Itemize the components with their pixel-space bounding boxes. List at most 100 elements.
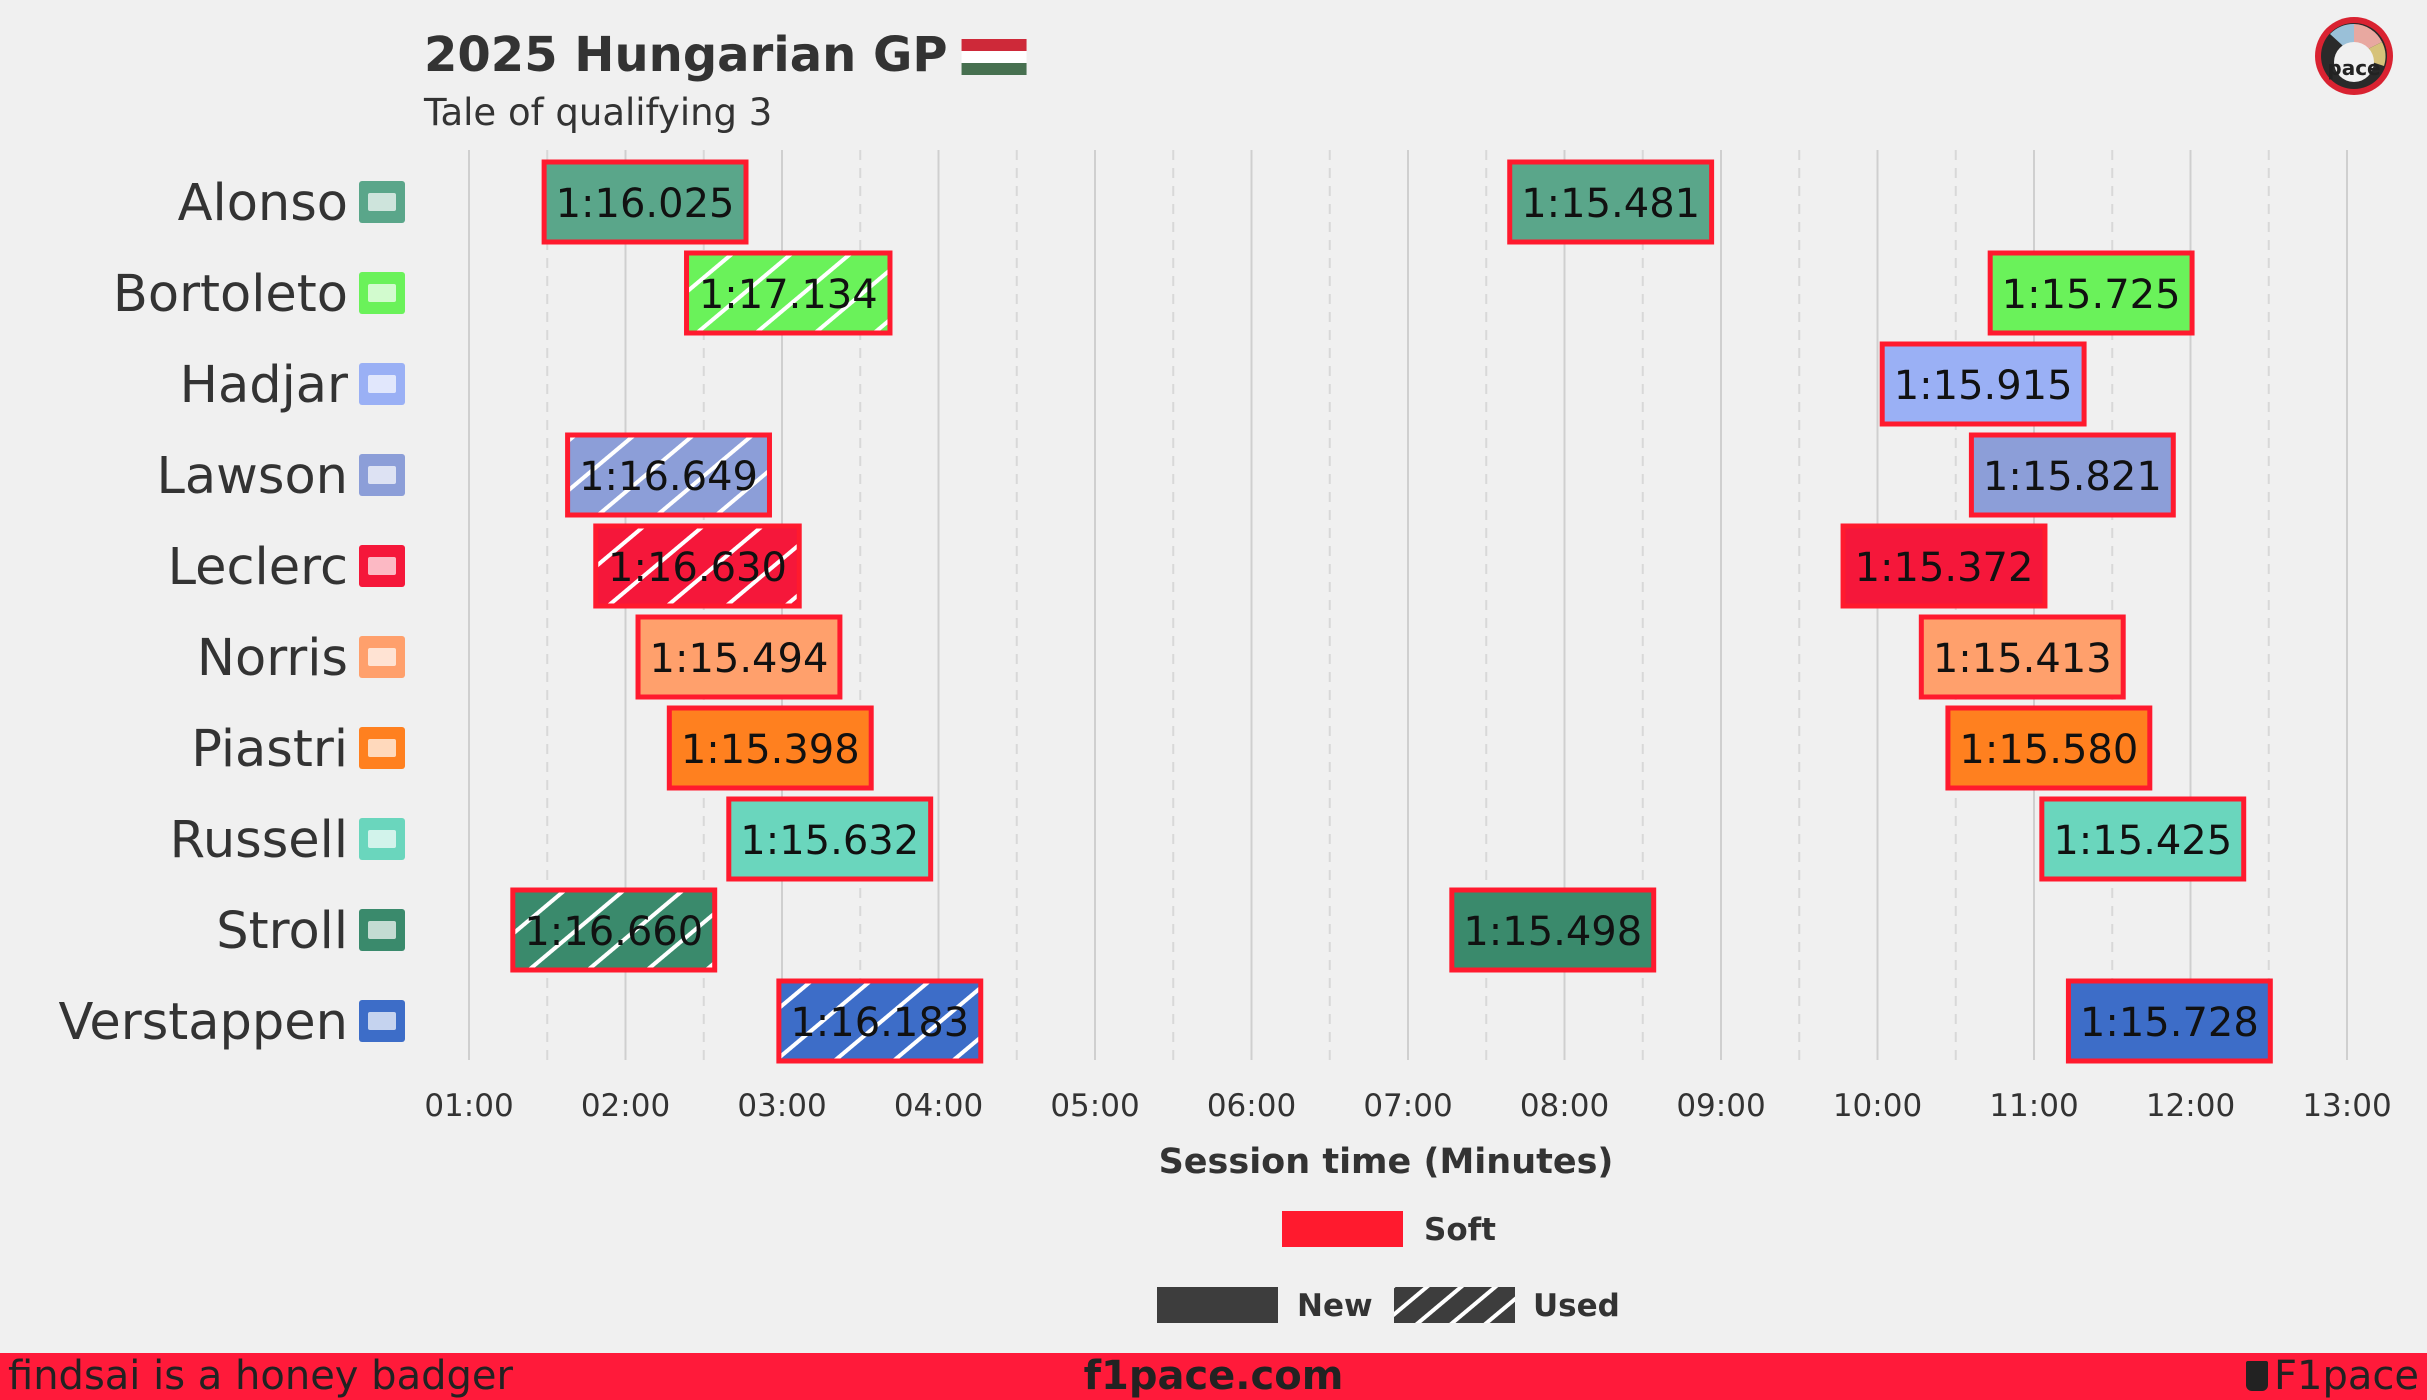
lap-bar-outline bbox=[2039, 796, 2247, 882]
lap-time-label: 1:15.498 bbox=[1463, 909, 1642, 955]
legend-soft-label: Soft bbox=[1424, 1212, 1496, 1248]
x-tick-label: 04:00 bbox=[894, 1088, 983, 1124]
driver-label: Leclerc bbox=[168, 538, 348, 597]
lap-bar-hatch bbox=[595, 526, 800, 606]
legend-new-swatch bbox=[1157, 1287, 1278, 1323]
legend-soft-swatch bbox=[1282, 1211, 1403, 1247]
lap-bar: 1:15.425 bbox=[2039, 796, 2247, 882]
lap-bar: 1:15.821 bbox=[1968, 432, 2176, 518]
driver-label: Norris bbox=[197, 629, 348, 688]
lap-time-label: 1:16.660 bbox=[524, 909, 703, 955]
lap-bar-outline bbox=[1918, 614, 2126, 700]
footer-site-link[interactable]: f1pace.com bbox=[1083, 1353, 1344, 1399]
lap-bar: 1:15.632 bbox=[726, 796, 934, 882]
driver-label: Russell bbox=[170, 811, 348, 870]
lap-bar: 1:16.025 bbox=[541, 159, 749, 245]
lap-time-label: 1:15.413 bbox=[1933, 636, 2112, 682]
red-bull-icon bbox=[359, 1000, 405, 1042]
lap-bar-fill bbox=[1921, 617, 2124, 697]
lap-bar-hatch bbox=[567, 435, 770, 515]
qualifying-chart: 2025 Hungarian GP Tale of qualifying 3 p… bbox=[58, 17, 2393, 1324]
x-tick-label: 03:00 bbox=[737, 1088, 826, 1124]
x-tick-label: 08:00 bbox=[1520, 1088, 1609, 1124]
lap-bar: 1:15.398 bbox=[666, 705, 874, 791]
lap-bar: 1:15.372 bbox=[1840, 523, 2048, 609]
lap-bar-fill bbox=[728, 799, 931, 879]
lap-bar-outline bbox=[1449, 887, 1657, 973]
legend: Soft New Used bbox=[1157, 1211, 1620, 1324]
chart-subtitle: Tale of qualifying 3 bbox=[423, 91, 772, 134]
lap-bar-hatch bbox=[778, 981, 981, 1061]
x-tick-label: 09:00 bbox=[1676, 1088, 1765, 1124]
lap-bar: 1:15.580 bbox=[1945, 705, 2153, 791]
lap-bar-fill bbox=[669, 708, 872, 788]
lap-bar: 1:15.413 bbox=[1918, 614, 2126, 700]
cup-icon bbox=[2246, 1361, 2269, 1391]
footer-bar: findsai is a honey badger f1pace.com F1p… bbox=[0, 1353, 2427, 1400]
lap-bar-outline bbox=[565, 432, 772, 518]
driver-label: Hadjar bbox=[180, 356, 348, 415]
x-tick-label: 10:00 bbox=[1833, 1088, 1922, 1124]
lap-bar-fill bbox=[1451, 890, 1654, 970]
x-tick-label: 06:00 bbox=[1207, 1088, 1296, 1124]
lap-bar-hatch bbox=[686, 253, 890, 333]
lap-bar-outline bbox=[726, 796, 934, 882]
lap-bar-fill bbox=[544, 162, 747, 242]
lap-bar-hatch bbox=[512, 890, 715, 970]
sauber-icon bbox=[359, 272, 405, 314]
lap-time-label: 1:15.728 bbox=[2080, 1000, 2259, 1046]
x-tick-label: 05:00 bbox=[1050, 1088, 1139, 1124]
driver-label: Stroll bbox=[216, 902, 348, 961]
footer-brand: F1pace bbox=[2246, 1353, 2419, 1400]
driver-label: Alonso bbox=[178, 174, 348, 233]
ferrari-icon bbox=[359, 545, 405, 587]
driver-label: Bortoleto bbox=[113, 265, 348, 324]
lap-time-label: 1:15.372 bbox=[1855, 545, 2034, 591]
chart-title: 2025 Hungarian GP bbox=[424, 27, 948, 83]
lap-bar-fill bbox=[1947, 708, 2150, 788]
lap-bar: 1:15.498 bbox=[1449, 887, 1657, 973]
lap-bar-outline bbox=[1968, 432, 2176, 518]
lap-bar: 1:16.660 bbox=[510, 887, 718, 973]
lap-time-label: 1:15.915 bbox=[1894, 363, 2073, 409]
lap-bar-fill bbox=[2041, 799, 2244, 879]
lap-bar-outline bbox=[1507, 159, 1715, 245]
racing-bulls-icon bbox=[359, 363, 405, 405]
x-tick-label: 12:00 bbox=[2146, 1088, 2235, 1124]
pace-logo-icon: pace bbox=[2315, 17, 2393, 95]
lap-bar: 1:15.728 bbox=[2065, 978, 2273, 1064]
lap-bar-outline bbox=[684, 250, 893, 336]
lap-bar: 1:15.494 bbox=[635, 614, 843, 700]
driver-label: Piastri bbox=[191, 720, 348, 779]
lap-bar-outline bbox=[510, 887, 718, 973]
lap-bar-outline bbox=[776, 978, 984, 1064]
lap-bar-fill bbox=[2068, 981, 2271, 1061]
aston-martin-icon bbox=[359, 909, 405, 951]
x-tick-label: 13:00 bbox=[2302, 1088, 2391, 1124]
lap-bar-outline bbox=[1945, 705, 2153, 791]
lap-bar: 1:16.630 bbox=[593, 523, 802, 609]
legend-used-label: Used bbox=[1533, 1288, 1620, 1324]
footer-tagline: findsai is a honey badger bbox=[8, 1353, 513, 1399]
lap-bar: 1:15.481 bbox=[1507, 159, 1715, 245]
lap-bar-outline bbox=[1840, 523, 2048, 609]
x-tick-label: 07:00 bbox=[1363, 1088, 1452, 1124]
lap-time-label: 1:15.425 bbox=[2053, 818, 2232, 864]
lap-bar: 1:16.649 bbox=[565, 432, 772, 518]
x-tick-labels: 01:00 02:00 03:00 04:00 05:00 06:00 07:00 08:00… bbox=[424, 1088, 2391, 1124]
lap-bar-outline bbox=[2065, 978, 2273, 1064]
lap-bar-fill bbox=[1843, 526, 2045, 606]
lap-time-label: 1:15.580 bbox=[1959, 727, 2138, 773]
lap-bar-outline bbox=[1987, 250, 2195, 336]
mclaren-icon bbox=[359, 636, 405, 678]
svg-text:pace: pace bbox=[2327, 56, 2380, 80]
lap-time-label: 1:15.494 bbox=[650, 636, 829, 682]
lap-bar-fill bbox=[1882, 344, 2085, 424]
lap-bar-outline bbox=[635, 614, 843, 700]
mclaren-icon bbox=[359, 727, 405, 769]
racing-bulls-icon bbox=[359, 454, 405, 496]
lap-bar: 1:15.725 bbox=[1987, 250, 2195, 336]
lap-time-label: 1:15.481 bbox=[1521, 181, 1700, 227]
driver-label: Verstappen bbox=[58, 993, 348, 1052]
x-axis-title: Session time (Minutes) bbox=[1159, 1142, 1614, 1182]
